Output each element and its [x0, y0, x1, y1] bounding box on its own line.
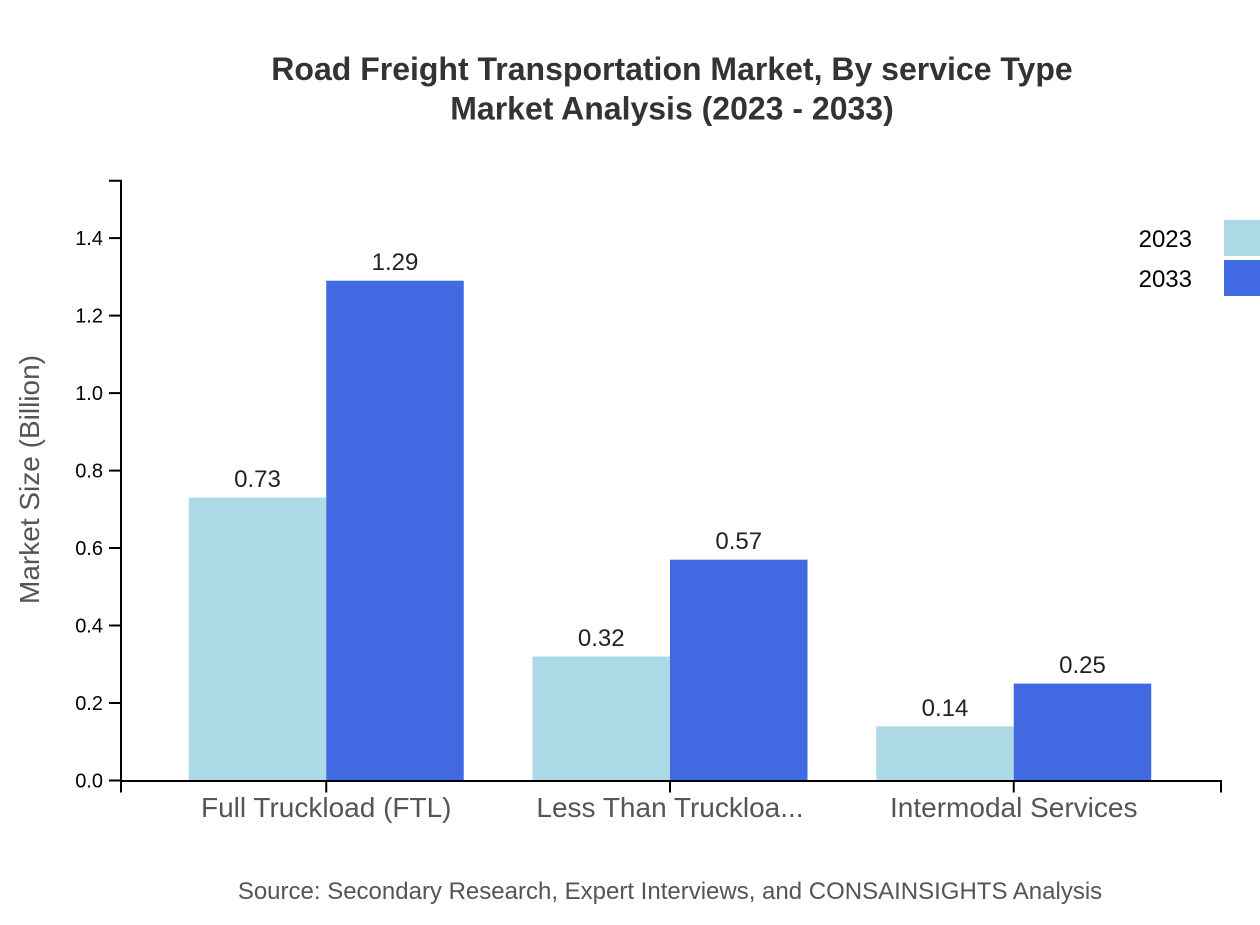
svg-text:1.29: 1.29 [372, 249, 419, 276]
svg-text:0.0: 0.0 [75, 771, 103, 793]
svg-text:0.14: 0.14 [922, 695, 969, 722]
svg-text:Market Size (Billion): Market Size (Billion) [14, 355, 45, 604]
svg-text:Market Analysis (2023 - 2033): Market Analysis (2023 - 2033) [450, 91, 894, 127]
svg-text:1.2: 1.2 [75, 306, 103, 328]
svg-text:0.57: 0.57 [715, 528, 762, 555]
svg-text:Full Truckload (FTL): Full Truckload (FTL) [201, 792, 452, 823]
svg-text:Less Than Truckloa...: Less Than Truckloa... [536, 792, 803, 823]
svg-text:0.8: 0.8 [75, 461, 103, 483]
svg-text:Source: Secondary Research, Ex: Source: Secondary Research, Expert Inter… [238, 878, 1102, 905]
svg-text:Intermodal Services: Intermodal Services [890, 792, 1137, 823]
svg-text:0.2: 0.2 [75, 693, 103, 715]
svg-text:0.6: 0.6 [75, 538, 103, 560]
svg-text:0.32: 0.32 [578, 625, 625, 652]
svg-text:0.4: 0.4 [75, 616, 103, 638]
svg-text:1.4: 1.4 [75, 228, 103, 250]
svg-text:1.0: 1.0 [75, 383, 103, 405]
svg-text:2033: 2033 [1139, 266, 1192, 293]
svg-text:0.73: 0.73 [234, 466, 281, 493]
svg-text:2023: 2023 [1139, 226, 1192, 253]
svg-text:Road Freight Transportation Ma: Road Freight Transportation Market, By s… [271, 51, 1072, 87]
svg-text:0.25: 0.25 [1059, 652, 1106, 679]
